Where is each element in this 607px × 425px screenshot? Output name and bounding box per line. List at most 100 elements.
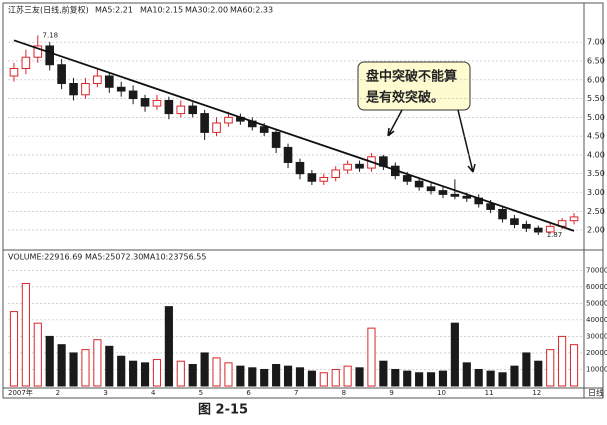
x-tick-label: 2 — [56, 389, 60, 397]
y-tick-label: 5.50 — [587, 94, 605, 103]
y-tick-label: 50000 — [586, 299, 607, 307]
candle-body — [45, 45, 55, 66]
volume-bar — [379, 360, 388, 387]
candle-body — [57, 64, 66, 85]
annotation-box — [357, 61, 471, 111]
volume-bar — [403, 370, 412, 387]
candle-body — [164, 99, 174, 115]
candle-body — [402, 175, 412, 182]
volume-bar — [307, 370, 316, 387]
candle-body — [307, 173, 317, 182]
candle-body — [355, 163, 364, 169]
candle-body — [116, 86, 126, 92]
volume-bar — [212, 357, 221, 387]
candle-body — [259, 126, 269, 133]
y-tick-label: 3.50 — [587, 169, 605, 178]
y-tick-label: 2.50 — [587, 207, 605, 216]
price-label: 1.87 — [547, 231, 563, 239]
chart-title: 江苏三友(日线,前复权) — [8, 5, 89, 15]
volume-bar — [510, 365, 519, 387]
volume-bar — [140, 362, 150, 387]
volume-bar — [486, 370, 495, 387]
y-tick-label: 2.00 — [587, 226, 605, 235]
volume-bar — [57, 344, 66, 387]
candle-body — [545, 225, 555, 233]
volume-bar — [152, 359, 162, 387]
volume-bar — [558, 335, 567, 387]
candle-body — [331, 169, 341, 178]
volume-bar — [462, 362, 471, 387]
volume-bar — [236, 365, 245, 387]
candle-body — [426, 186, 436, 192]
price-label: 7.18 — [43, 31, 59, 39]
x-tick-label: 5 — [199, 389, 203, 397]
volume-bar — [93, 339, 102, 387]
candle-body — [319, 176, 329, 182]
candle-body — [104, 75, 114, 88]
volume-bar — [117, 355, 126, 387]
volume-bar — [69, 352, 78, 387]
ma-label: MA30:2.00 — [185, 6, 228, 15]
candle-body — [212, 122, 221, 133]
volume-bar — [224, 362, 233, 387]
x-tick-label: 6 — [246, 389, 251, 397]
candle-body — [498, 208, 507, 220]
volume-bar — [164, 306, 173, 387]
candle-body — [224, 116, 233, 124]
x-tick-label: 11 — [485, 389, 494, 397]
x-tick-label: 3 — [103, 389, 107, 397]
y-tick-label: 5.00 — [587, 113, 605, 122]
trend-line — [13, 39, 575, 232]
caption: 图 2-15 — [198, 403, 248, 418]
candle-body — [152, 99, 162, 107]
y-tick-label: 60000 — [586, 283, 607, 291]
candle-body — [33, 45, 43, 58]
x-tick-label: 12 — [532, 389, 541, 397]
x-tick-label: 10 — [437, 389, 446, 397]
candle-body — [188, 105, 198, 115]
y-tick-label: 30000 — [586, 332, 607, 340]
candle-body — [21, 56, 31, 69]
x-tick-label: 7 — [294, 389, 298, 397]
volume-ma-label: MA5:25072.30 — [85, 253, 143, 262]
candle-body — [438, 190, 448, 195]
volume-bar — [129, 360, 138, 387]
candle-body — [93, 75, 102, 85]
candle-body — [522, 223, 531, 229]
x-tick-label: 9 — [389, 389, 393, 397]
x-tick-label: 8 — [342, 389, 346, 397]
candle-body — [176, 105, 186, 115]
candle-body — [200, 113, 209, 133]
candle-body — [414, 180, 424, 188]
candle-body — [343, 163, 352, 171]
y-tick-label: 10000 — [586, 365, 607, 373]
candle-body — [81, 83, 90, 96]
volume-bar — [498, 372, 507, 387]
volume-bar — [426, 372, 436, 387]
candle-body — [486, 203, 495, 210]
volume-bar — [81, 349, 90, 387]
candle-body — [271, 131, 281, 148]
y-tick-label: 40000 — [586, 316, 607, 324]
volume-bar — [391, 368, 400, 387]
volume-bar — [45, 335, 54, 387]
y-tick-label: 20000 — [586, 349, 607, 357]
volume-bar — [9, 311, 19, 387]
volume-bar — [546, 349, 555, 387]
volume-bar — [331, 368, 340, 387]
candle-body — [533, 227, 543, 233]
ma-label: MA10:2.15 — [140, 6, 183, 15]
volume-bar — [295, 367, 305, 387]
candle-body — [462, 195, 472, 199]
volume-bar — [415, 372, 424, 387]
candle-body — [283, 146, 293, 163]
volume-bar — [188, 364, 197, 387]
x-tick-label: 2007年 — [8, 388, 33, 397]
volume-bar — [343, 365, 352, 387]
volume-bar — [260, 368, 269, 387]
volume-bar — [319, 372, 328, 387]
candle-body — [69, 83, 78, 96]
y-tick-label: 7.00 — [587, 38, 605, 47]
volume-bar — [105, 345, 114, 387]
volume-bar — [283, 365, 293, 387]
